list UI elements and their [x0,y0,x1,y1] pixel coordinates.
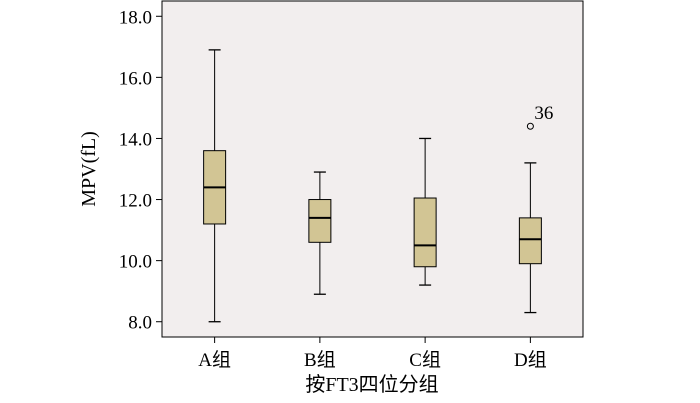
y-tick-label: 12.0 [119,191,152,212]
x-axis-title: 按FT3四位分组 [305,373,438,396]
box-4 [518,162,542,314]
outlier-label: 36 [534,103,553,124]
iqr-box [518,217,542,265]
y-tick-label: 18.0 [119,7,152,28]
box-2 [308,171,332,295]
y-tick-label: 10.0 [119,252,152,273]
box-1 [203,49,227,323]
boxes-layer: 36 [203,49,553,323]
y-tick-label: 14.0 [119,129,152,150]
outlier-point [526,122,534,130]
x-tick-label: D组 [514,349,547,371]
y-axis: 8.0 10.0 12.0 14.0 16.0 18.0 [119,7,162,334]
box-3 [413,137,437,286]
x-tick-label: A组 [198,349,231,371]
iqr-box [308,199,332,243]
y-tick-label: 8.0 [128,313,152,334]
plot-area [161,0,584,338]
x-axis: A组 B组 C组 D组 [198,337,547,371]
y-axis-title: MPV(fL) [78,131,100,207]
x-tick-label: B组 [304,349,336,371]
x-tick-label: C组 [409,349,441,371]
y-tick-label: 16.0 [119,68,152,89]
iqr-box [413,197,437,268]
